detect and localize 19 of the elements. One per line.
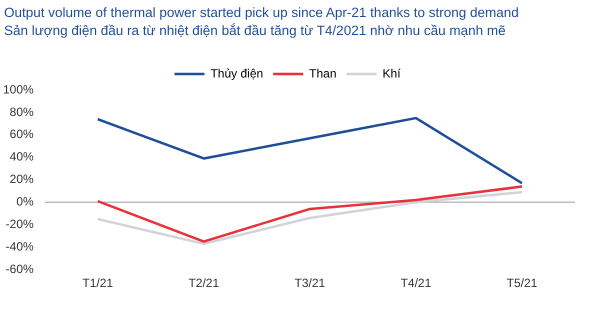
y-tick-label: 80%	[10, 104, 34, 119]
y-tick-label: -40%	[6, 239, 34, 254]
legend-label: Than	[309, 66, 337, 80]
legend-label: Khí	[382, 66, 402, 80]
legend-label: Thủy điện	[210, 66, 264, 80]
chart-title: Output volume of thermal power started pick up since Apr-21 thanks to strong demand	[4, 4, 519, 22]
y-tick-label: 60%	[10, 127, 34, 142]
x-tick-label: T4/21	[400, 276, 432, 290]
y-tick-label: 100%	[2, 82, 34, 96]
y-tick-label: -20%	[6, 217, 34, 232]
x-tick-label: T5/21	[506, 276, 538, 290]
y-tick-label: 0%	[16, 194, 34, 209]
chart-subtitle: Sản lượng điện đầu ra từ nhiệt điện bắt đầu tăng từ T4/2021 nhờ nhu cầu mạnh mẽ	[4, 22, 507, 40]
x-tick-label: T3/21	[294, 276, 326, 290]
y-tick-label: 20%	[10, 172, 34, 186]
x-tick-label: T1/21	[82, 276, 114, 290]
y-tick-label: -60%	[6, 262, 34, 276]
x-tick-label: T2/21	[188, 276, 220, 290]
y-tick-label: 40%	[10, 150, 34, 164]
